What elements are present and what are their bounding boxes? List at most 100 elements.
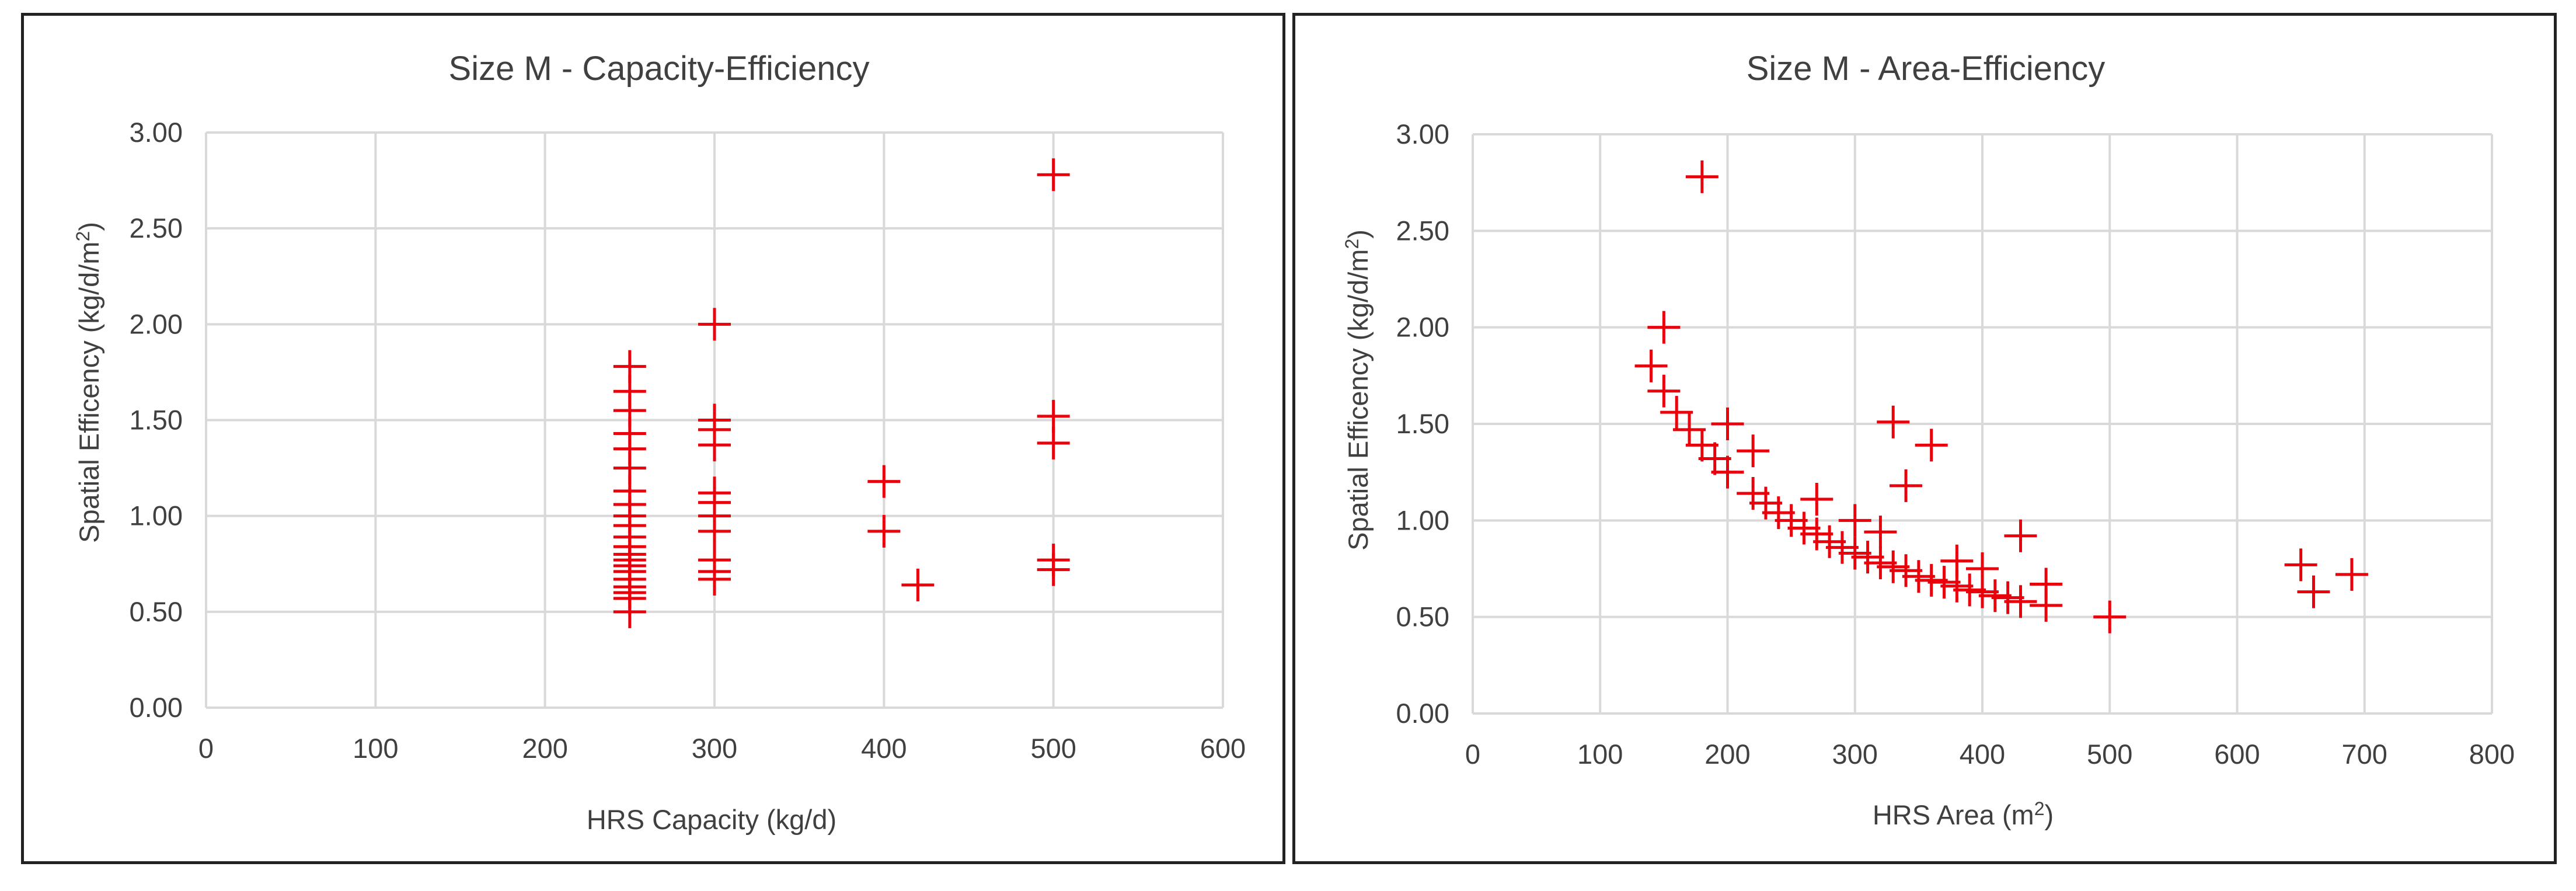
x-tick-label: 0 [1465,739,1480,770]
data-point [1800,482,1833,516]
area-efficiency-chart: 0.00 0.50 1.00 1.50 2.00 2.50 3.00 0 100 200 300 4… [1341,50,2515,830]
data-point [1864,516,1897,549]
x-tick-label: 800 [2469,739,2515,770]
y-tick-label: 2.50 [1396,215,1449,246]
y-tick-label: 2.50 [130,213,183,243]
y-tick-label: 1.50 [130,405,183,436]
chart-title: Size M - Area-Efficiency [1747,50,2106,88]
capacity-efficiency-chart: 0.00 0.50 1.00 1.50 2.00 2.50 3.00 0 100 200 300 4… [72,50,1246,835]
data-point [1915,563,1948,597]
x-axis-label: HRS Area (m2) [1873,798,2054,830]
y-axis-label: Spatial Efficency (kg/d/m2) [1341,229,1374,551]
data-points [1634,160,2368,634]
data-point [1685,429,1719,462]
data-point [1647,374,1681,408]
data-point [1877,405,1910,438]
data-point [1685,160,1719,193]
data-point [1966,552,1999,585]
data-point [1902,560,1935,593]
x-tick-labels: 0 100 200 300 400 500 600 [198,733,1246,764]
data-point [1953,573,1986,607]
data-point [1838,537,1871,570]
chart-gridlines [1472,133,2493,715]
y-axis-label: Spatial Efficency (kg/d/m2) [72,222,104,543]
data-point [698,514,731,548]
data-point [1890,554,1923,587]
data-point [698,563,731,596]
data-point [1978,579,2012,612]
data-point [698,308,731,341]
data-point [1037,553,1070,586]
data-point [1851,541,1884,574]
data-point [1927,566,1961,599]
y-tick-label: 3.00 [130,117,183,148]
y-tick-labels: 0.00 0.50 1.00 1.50 2.00 2.50 3.00 [1396,119,1449,729]
data-point [1800,517,1833,551]
data-point [2004,585,2037,618]
data-point [2297,575,2330,608]
data-point [1775,504,1808,537]
data-point [1762,496,1795,530]
data-point [2004,519,2037,552]
x-tick-label: 200 [1704,739,1750,770]
data-point [2284,548,2317,582]
data-point [2030,568,2063,601]
y-tick-label: 0.00 [1396,698,1449,729]
data-point [1711,455,1744,489]
x-tick-label: 500 [1030,733,1076,764]
data-point [1037,426,1070,460]
x-tick-label: 600 [2214,739,2260,770]
data-point [867,465,901,498]
data-point [2335,558,2368,591]
y-tick-label: 0.50 [1396,601,1449,632]
x-tick-label: 100 [1577,739,1623,770]
y-tick-label: 2.00 [1396,312,1449,343]
x-tick-label: 400 [861,733,907,764]
data-point [1991,581,2024,614]
y-tick-label: 2.00 [130,308,183,339]
y-tick-label: 1.00 [1396,504,1449,535]
y-tick-label: 0.50 [130,596,183,627]
x-tick-label: 400 [1960,739,2005,770]
y-tick-label: 1.00 [130,500,183,531]
x-tick-label: 500 [2087,739,2132,770]
data-point [1864,547,1897,580]
x-tick-label: 600 [1200,733,1246,764]
data-point [1660,396,1693,429]
data-point [1737,434,1770,468]
data-point [867,514,901,548]
x-tick-label: 200 [522,733,567,764]
data-point [1838,504,1871,537]
data-point [1940,544,1974,577]
y-tick-labels: 0.00 0.50 1.00 1.50 2.00 2.50 3.00 [130,117,183,723]
data-point [1787,511,1821,545]
data-point [698,429,731,462]
data-point [1890,469,1923,502]
data-point [901,568,935,601]
x-tick-label: 300 [692,733,737,764]
data-point [1825,531,1859,564]
x-tick-label: 0 [198,733,214,764]
data-point [1634,349,1668,382]
capacity-efficiency-chart-panel: 0.00 0.50 1.00 1.50 2.00 2.50 3.00 0 100 200 300 4… [21,13,1285,864]
data-point [1813,525,1846,558]
data-points [613,158,1070,628]
data-point [1037,158,1070,192]
area-efficiency-chart-panel: 0.00 0.50 1.00 1.50 2.00 2.50 3.00 0 100 200 300 4… [1292,13,2557,864]
y-tick-label: 1.50 [1396,408,1449,439]
x-tick-label: 300 [1832,739,1878,770]
x-tick-labels: 0 100 200 300 400 500 600 700 800 [1465,739,2515,770]
y-tick-label: 0.00 [130,692,183,723]
chart-title: Size M - Capacity-Efficiency [449,50,870,88]
data-point [1647,311,1681,344]
x-axis-label: HRS Capacity (kg/d) [587,804,836,835]
data-point [613,595,646,628]
x-tick-label: 700 [2342,739,2387,770]
x-tick-label: 100 [353,733,398,764]
data-point [1698,442,1731,475]
data-point [1915,429,1948,462]
data-point [1711,408,1744,440]
y-tick-label: 3.00 [1396,119,1449,149]
data-point [2093,600,2127,634]
data-point [1877,550,1910,583]
